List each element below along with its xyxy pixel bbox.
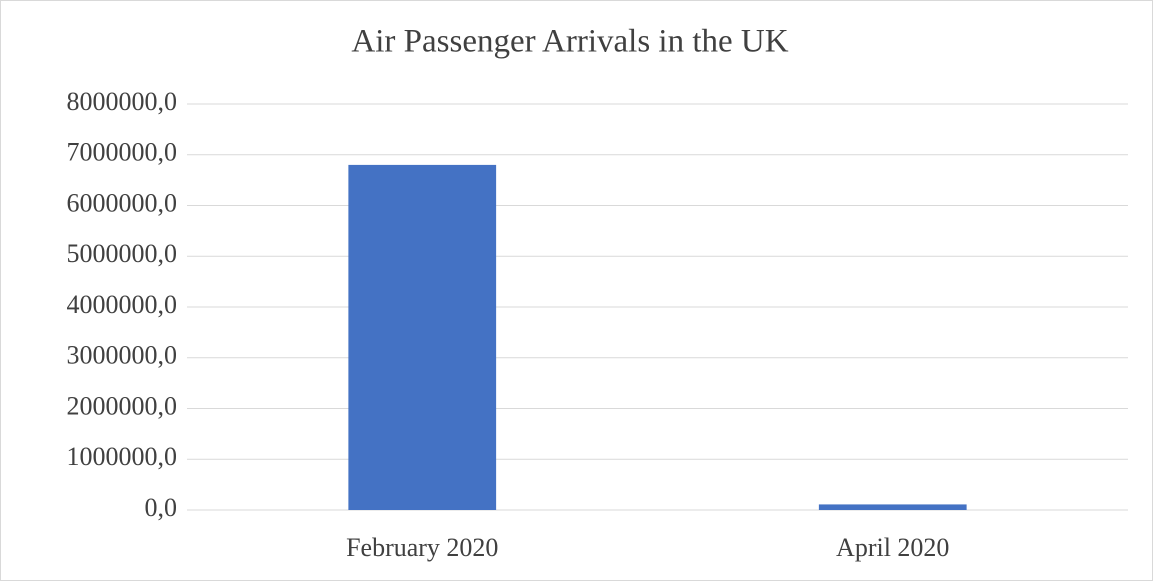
y-tick-label: 8000000,0 xyxy=(67,87,178,116)
y-tick-label: 6000000,0 xyxy=(67,188,178,217)
y-tick-label: 5000000,0 xyxy=(67,239,178,268)
chart-title: Air Passenger Arrivals in the UK xyxy=(351,24,788,60)
bar xyxy=(348,164,497,510)
y-tick-label: 1000000,0 xyxy=(67,442,178,471)
y-tick-label: 3000000,0 xyxy=(67,341,178,370)
bar xyxy=(818,504,967,510)
y-tick-label: 7000000,0 xyxy=(67,138,178,167)
y-tick-label: 2000000,0 xyxy=(67,391,178,420)
x-tick-label: February 2020 xyxy=(346,533,498,562)
y-tick-label: 0,0 xyxy=(145,493,178,522)
x-tick-label: April 2020 xyxy=(836,533,949,562)
y-tick-label: 4000000,0 xyxy=(67,290,178,319)
